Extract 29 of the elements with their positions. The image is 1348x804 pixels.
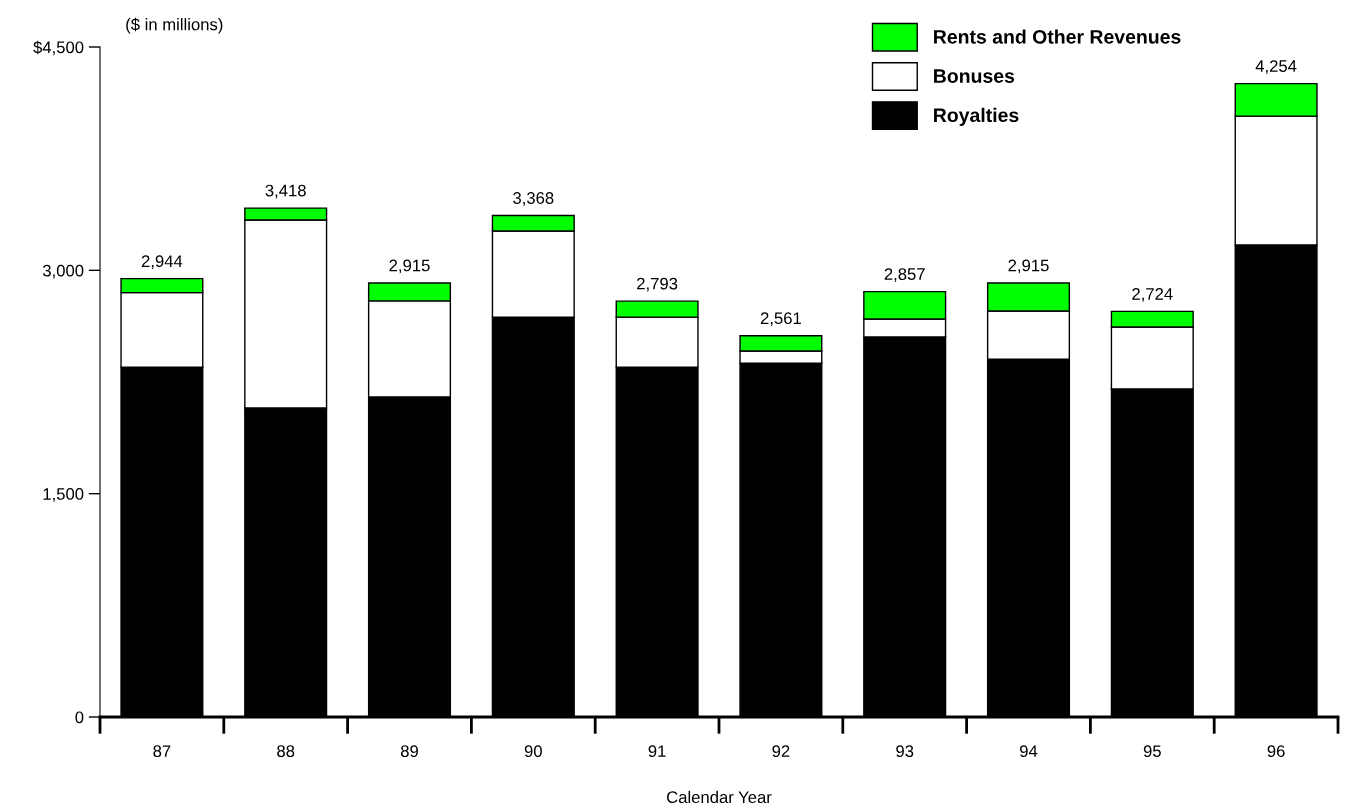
legend-label: Rents and Other Revenues: [934, 29, 1181, 44]
x-tick-label: 91: [648, 745, 666, 758]
y-tick-label: 1,500: [43, 488, 84, 502]
x-axis-title: Calendar Year: [667, 790, 772, 804]
total-label: 4,254: [1255, 60, 1297, 74]
x-tick-label: 93: [896, 745, 914, 758]
total-label: 2,857: [884, 268, 925, 282]
total-label: 3,368: [513, 192, 554, 206]
total-label: 2,724: [1132, 288, 1173, 302]
legend-label: Royalties: [934, 107, 1019, 126]
y-tick-label: 0: [75, 711, 84, 724]
legend-label: Bonuses: [934, 69, 1015, 83]
x-tick-label: 92: [772, 745, 790, 758]
x-tick-label: 96: [1267, 745, 1285, 758]
total-label: 2,561: [760, 312, 801, 327]
x-tick-label: 95: [1143, 745, 1161, 758]
total-label: 2,793: [637, 277, 678, 292]
y-tick-label: 3,000: [42, 264, 84, 279]
total-label: 2,944: [141, 255, 183, 270]
x-tick-label: 89: [400, 745, 418, 758]
y-axis-title: ($ in millions): [126, 17, 223, 34]
total-label: 2,915: [1008, 259, 1049, 274]
x-tick-label: 90: [524, 745, 542, 758]
x-tick-label: 88: [277, 745, 295, 758]
x-tick-label: 87: [153, 745, 171, 758]
total-label: 2,915: [389, 259, 430, 274]
total-label: 3,418: [265, 184, 306, 199]
y-tick-label: $4,500: [33, 40, 84, 56]
x-tick-label: 94: [1020, 745, 1038, 758]
